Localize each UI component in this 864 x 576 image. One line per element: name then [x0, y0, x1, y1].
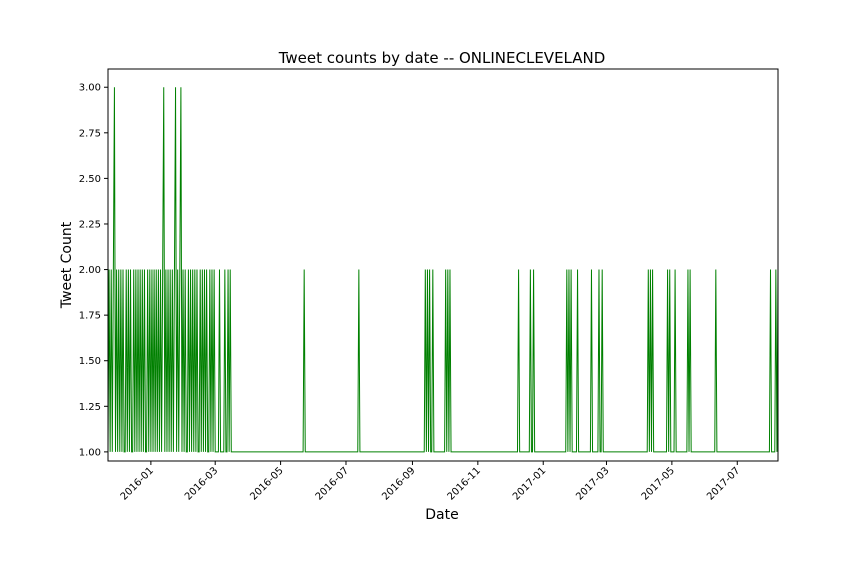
y-tick-label: 1.25	[79, 402, 101, 413]
y-tick-label: 2.50	[79, 174, 101, 185]
y-axis: 1.00 1.25 1.50 1.75 2.00 2.25 2.50 2.75 3.00	[79, 83, 108, 458]
y-tick-label: 1.75	[79, 311, 101, 322]
series-layer	[107, 87, 779, 453]
plot-area: 2016-01 2016-03 2016-05 2016-07 2016-09 2016-…	[79, 68, 779, 503]
y-tick-label: 2.25	[79, 219, 101, 230]
y-tick-label: 1.00	[79, 447, 101, 458]
x-axis-label: Date	[425, 507, 458, 523]
y-tick-label: 1.50	[79, 356, 101, 367]
chart-title: Tweet counts by date -- ONLINECLEVELAND	[278, 49, 606, 67]
y-tick-label: 3.00	[79, 83, 101, 94]
y-tick-label: 2.75	[79, 128, 101, 139]
plot-background	[108, 69, 778, 461]
y-tick-label: 2.00	[79, 265, 101, 276]
series-line-0	[107, 87, 779, 453]
y-axis-label: Tweet Count	[59, 221, 75, 309]
plot-frame	[107, 68, 779, 462]
